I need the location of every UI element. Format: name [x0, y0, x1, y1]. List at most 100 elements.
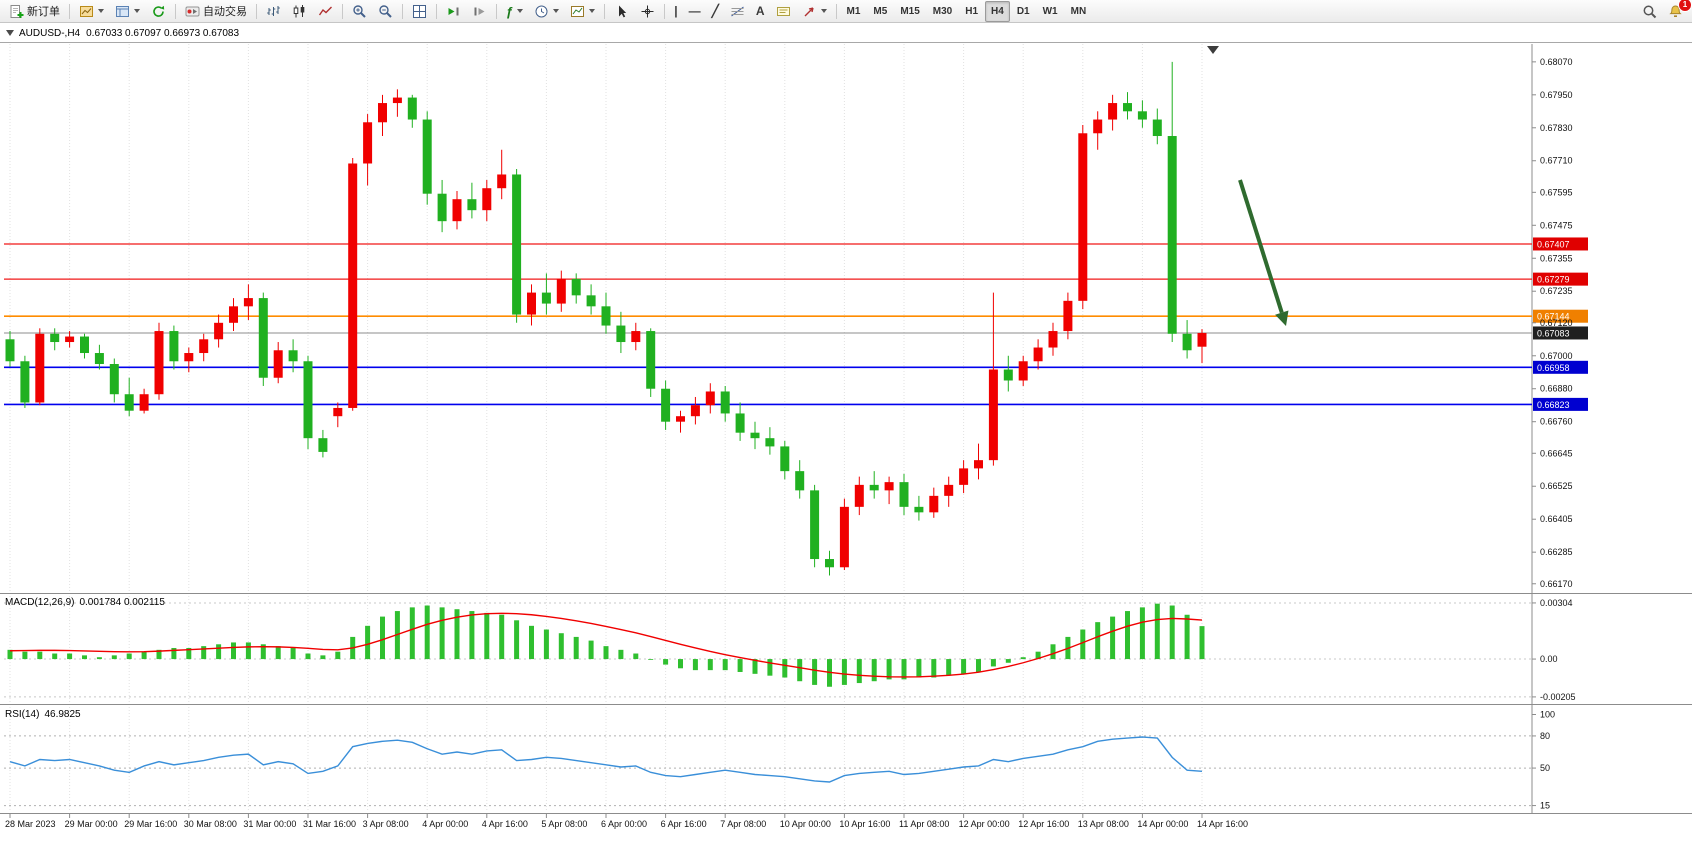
separator: [664, 3, 666, 19]
rsi-panel: 100 80 50 15: [4, 710, 1555, 811]
autoscroll-button[interactable]: [441, 1, 466, 22]
horizontal-price-lines[interactable]: 0.67407 0.67279 0.67144 0.67083 0.66958 0.668…: [4, 237, 1588, 411]
svg-text:5 Apr 08:00: 5 Apr 08:00: [541, 819, 587, 829]
candlestick-button[interactable]: [287, 1, 312, 22]
periods-button[interactable]: [529, 1, 564, 22]
trendline-button[interactable]: ╱: [707, 1, 724, 22]
horizontal-line-icon: —: [688, 4, 701, 18]
svg-text:14 Apr 16:00: 14 Apr 16:00: [1197, 819, 1248, 829]
zoom-in-button[interactable]: [347, 1, 372, 22]
candles-layer: [5, 61, 1207, 576]
bar-chart-button[interactable]: [261, 1, 286, 22]
timeframe-m30[interactable]: M30: [932, 5, 953, 17]
indicators-button[interactable]: ƒ: [501, 1, 528, 22]
macd-panel: 0.00304 0.00 -0.00205: [4, 598, 1576, 702]
refresh-icon: [151, 4, 166, 19]
cursor-icon: [614, 4, 629, 19]
separator: [496, 3, 497, 19]
zoom-out-button[interactable]: [373, 1, 398, 22]
svg-text:6 Apr 16:00: 6 Apr 16:00: [661, 819, 707, 829]
svg-text:0.66405: 0.66405: [1540, 514, 1573, 524]
refresh-button[interactable]: [146, 1, 171, 22]
timeframe-w1[interactable]: W1: [1042, 5, 1058, 17]
separator: [436, 3, 437, 19]
new-chart-icon: [79, 4, 94, 19]
candlestick-icon: [292, 4, 307, 19]
svg-text:0.67710: 0.67710: [1540, 156, 1573, 166]
svg-text:80: 80: [1540, 731, 1550, 741]
autotrading-icon: [185, 4, 200, 19]
separator: [256, 3, 257, 19]
notifications-button[interactable]: 1: [1663, 0, 1692, 22]
fibonacci-icon: [730, 4, 745, 19]
chart-shift-marker: [1207, 46, 1219, 54]
svg-text:50: 50: [1540, 763, 1550, 773]
arrows-button[interactable]: [797, 1, 832, 22]
tile-windows-icon: [412, 4, 427, 19]
profiles-icon: [115, 4, 130, 19]
one-click-trading-toggle[interactable]: [6, 30, 14, 36]
svg-text:4 Apr 16:00: 4 Apr 16:00: [482, 819, 528, 829]
svg-text:0.67407: 0.67407: [1537, 239, 1570, 249]
svg-text:0.67000: 0.67000: [1540, 351, 1573, 361]
new-order-icon: [9, 4, 24, 19]
panel-frames: [0, 44, 1692, 814]
svg-text:0.66760: 0.66760: [1540, 417, 1573, 427]
vertical-line-button[interactable]: |: [669, 1, 682, 22]
svg-text:0.67475: 0.67475: [1540, 220, 1573, 230]
vertical-line-icon: |: [674, 4, 678, 18]
templates-button[interactable]: [565, 1, 600, 22]
clock-icon: [534, 4, 549, 19]
text-label-button[interactable]: [771, 1, 796, 22]
cursor-button[interactable]: [609, 1, 634, 22]
chevron-down-icon: [820, 9, 827, 13]
svg-text:0.66823: 0.66823: [1537, 400, 1570, 410]
crosshair-button[interactable]: [635, 1, 660, 22]
timeframe-m5[interactable]: M5: [873, 5, 888, 17]
sell-arrow-annotation[interactable]: [1238, 179, 1289, 326]
svg-text:0.66645: 0.66645: [1540, 448, 1573, 458]
timeframe-h4[interactable]: H4: [985, 0, 1010, 22]
svg-text:12 Apr 16:00: 12 Apr 16:00: [1018, 819, 1069, 829]
horizontal-line-button[interactable]: —: [684, 1, 706, 22]
search-button[interactable]: [1637, 1, 1662, 22]
text-button[interactable]: A: [751, 1, 770, 22]
chart-shift-button[interactable]: [467, 1, 492, 22]
text-icon: A: [755, 4, 765, 18]
separator: [69, 3, 70, 19]
timeframe-m1[interactable]: M1: [846, 5, 861, 17]
timeframe-mn[interactable]: MN: [1070, 5, 1087, 17]
svg-text:0.67235: 0.67235: [1540, 286, 1573, 296]
macd-label: MACD(12,26,9) 0.001784 0.002115: [5, 597, 165, 608]
svg-text:0.67595: 0.67595: [1540, 187, 1573, 197]
rsi-label: RSI(14) 46.9825: [5, 709, 81, 720]
timeframe-h1[interactable]: H1: [965, 5, 979, 17]
autotrading-label: 自动交易: [203, 6, 247, 18]
bar-chart-icon: [266, 4, 281, 19]
new-order-button[interactable]: 新订单: [4, 1, 65, 22]
new-chart-button[interactable]: [74, 1, 109, 22]
trendline-icon: ╱: [711, 4, 719, 18]
svg-text:3 Apr 08:00: 3 Apr 08:00: [363, 819, 409, 829]
svg-text:0.66958: 0.66958: [1537, 363, 1570, 373]
line-chart-button[interactable]: [313, 1, 338, 22]
profiles-button[interactable]: [110, 1, 145, 22]
svg-text:0.67950: 0.67950: [1540, 90, 1573, 100]
svg-text:0.67144: 0.67144: [1537, 312, 1570, 322]
svg-text:0.66525: 0.66525: [1540, 481, 1573, 491]
svg-text:28 Mar 2023: 28 Mar 2023: [5, 819, 56, 829]
autotrading-button[interactable]: 自动交易: [180, 1, 252, 22]
svg-text:14 Apr 00:00: 14 Apr 00:00: [1137, 819, 1188, 829]
time-axis: 28 Mar 2023 29 Mar 00:00 29 Mar 16:00 30 Ma…: [5, 813, 1248, 829]
crosshair-icon: [640, 4, 655, 19]
tile-windows-button[interactable]: [407, 1, 432, 22]
fibonacci-button[interactable]: [725, 1, 750, 22]
timeframe-m15[interactable]: M15: [900, 5, 920, 17]
svg-text:0.66170: 0.66170: [1540, 579, 1573, 589]
svg-text:29 Mar 16:00: 29 Mar 16:00: [124, 819, 177, 829]
svg-text:13 Apr 08:00: 13 Apr 08:00: [1078, 819, 1129, 829]
timeframe-d1[interactable]: D1: [1016, 5, 1030, 17]
svg-text:0.66880: 0.66880: [1540, 384, 1573, 394]
svg-text:0.67120: 0.67120: [1540, 318, 1573, 328]
